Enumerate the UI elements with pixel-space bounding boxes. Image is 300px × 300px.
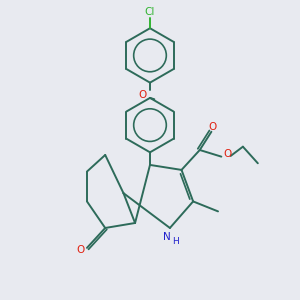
Text: O: O xyxy=(76,244,84,254)
Text: O: O xyxy=(139,90,147,100)
Text: Cl: Cl xyxy=(145,7,155,16)
Text: O: O xyxy=(208,122,216,132)
Text: O: O xyxy=(224,149,232,159)
Text: H: H xyxy=(172,237,179,246)
Text: N: N xyxy=(163,232,170,242)
